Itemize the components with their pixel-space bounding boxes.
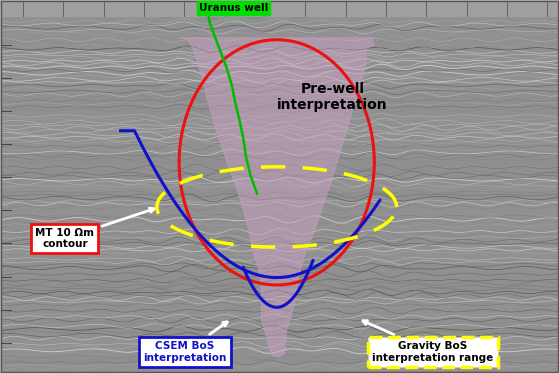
Text: Pre-well
interpretation: Pre-well interpretation [277, 82, 388, 112]
Polygon shape [179, 38, 375, 357]
Text: Gravity BoS
interpretation range: Gravity BoS interpretation range [363, 321, 494, 363]
Text: MT 10 Ωm
contour: MT 10 Ωm contour [35, 208, 154, 249]
Bar [1, 1, 558, 16]
Text: Uranus well: Uranus well [198, 3, 268, 13]
Text: CSEM BoS
interpretation: CSEM BoS interpretation [143, 322, 228, 363]
